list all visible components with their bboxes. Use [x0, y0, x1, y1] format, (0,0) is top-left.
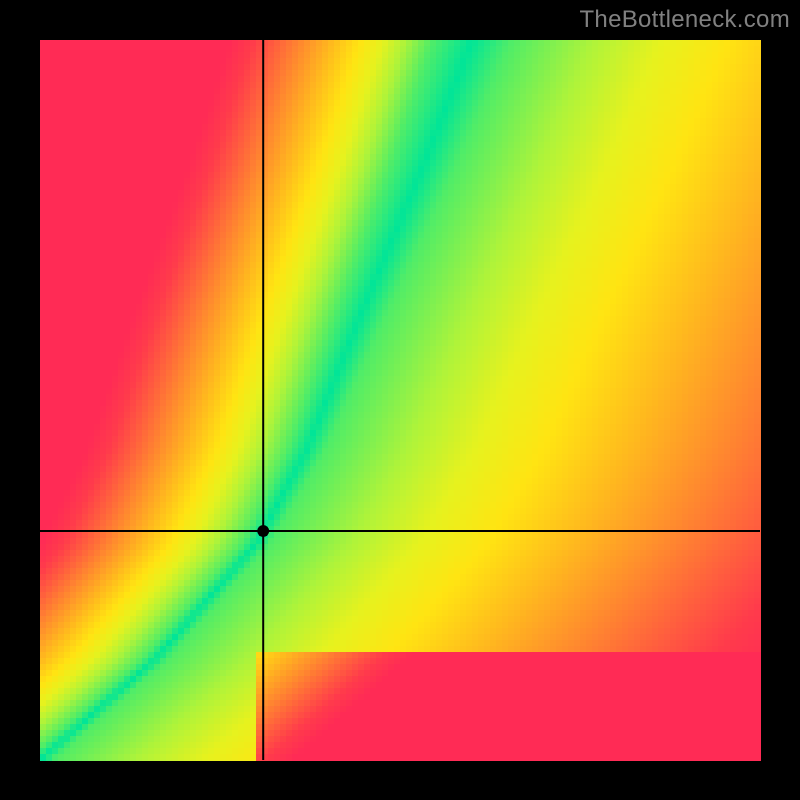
bottleneck-heatmap — [0, 0, 800, 800]
chart-container: { "watermark": { "text": "TheBottleneck.… — [0, 0, 800, 800]
watermark-text: TheBottleneck.com — [579, 6, 790, 34]
